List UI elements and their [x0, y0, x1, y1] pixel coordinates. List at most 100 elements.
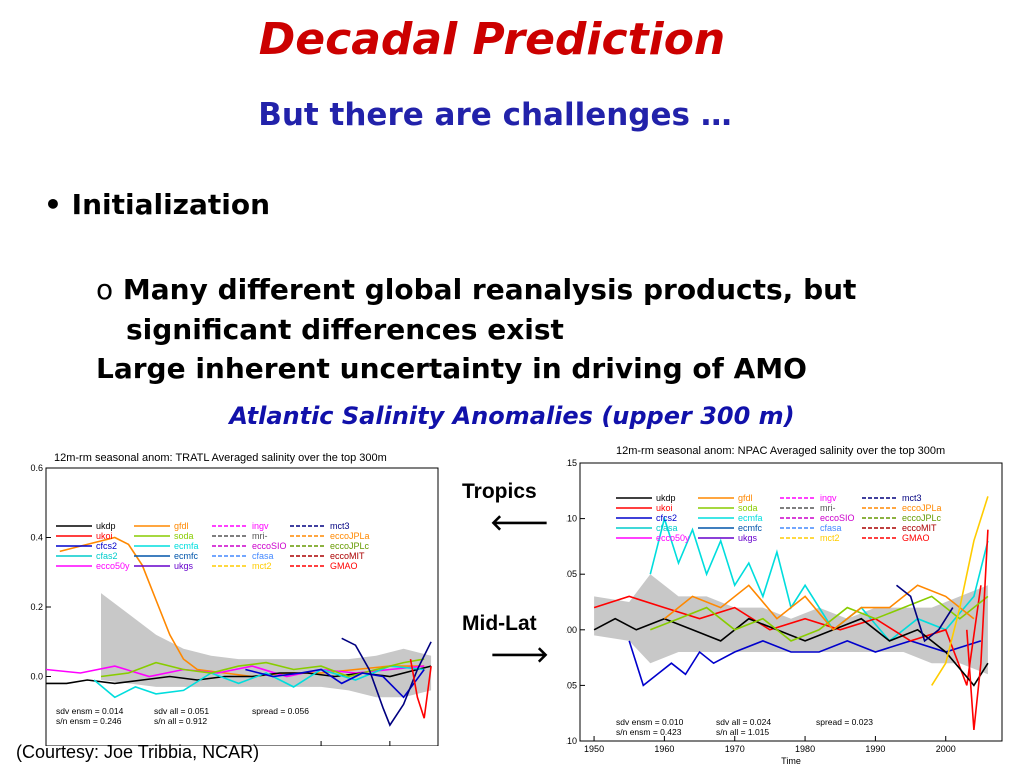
y-tick-label: 0.05: [566, 569, 577, 579]
tratl-salinity-chart: 12m-rm seasonal anom: TRATL Averaged sal…: [30, 452, 439, 746]
figure-caption: Atlantic Salinity Anomalies (upper 300 m…: [229, 402, 795, 430]
legend-label-ecmfa: ecmfa: [738, 513, 763, 523]
legend-label-ecco50y: ecco50y: [96, 561, 130, 571]
left-arrow-icon: 🡐: [490, 511, 549, 536]
stat-text: s/n ensm = 0.423: [616, 727, 682, 737]
y-tick-label: 0.6: [30, 463, 43, 473]
npac-salinity-chart: 12m-rm seasonal anom: NPAC Averaged sali…: [566, 445, 1003, 766]
y-tick-label: -0.05: [566, 680, 577, 690]
sub-text-amo: Large inherent uncertainty in driving of…: [96, 352, 807, 385]
series-line-ukoi: [593, 585, 982, 686]
legend-label-cfcs2: cfcs2: [96, 541, 117, 551]
chart-title: 12m-rm seasonal anom: TRATL Averaged sal…: [54, 452, 387, 464]
legend-label-soda: soda: [174, 531, 194, 541]
stat-text: spread = 0.023: [816, 717, 873, 727]
legend-label-eccosio: eccoSIO: [252, 541, 287, 551]
legend-label-mct3: mct3: [902, 493, 922, 503]
x-tick-label: 1960: [654, 744, 674, 754]
legend-label-ukoi: ukoi: [656, 503, 673, 513]
slide-subtitle: But there are challenges …: [258, 97, 732, 133]
legend-label-ukgs: ukgs: [738, 533, 758, 543]
legend-label-cfcs2: cfcs2: [656, 513, 677, 523]
legend-label-cfasa: cfasa: [820, 523, 842, 533]
legend-label-ecco50y: ecco50y: [656, 533, 690, 543]
ensemble-spread-band: [101, 593, 432, 698]
x-tick-label: 1950: [584, 744, 604, 754]
legend-label-ecmfc: ecmfc: [174, 551, 199, 561]
legend-label-eccosio: eccoSIO: [820, 513, 855, 523]
bullet-mark: •: [44, 188, 62, 221]
x-axis-label: Time: [781, 756, 801, 766]
legend-label-mct3: mct3: [330, 521, 350, 531]
stat-text: s/n all = 0.912: [154, 716, 207, 726]
legend-label-eccojplc: eccoJPLc: [902, 513, 942, 523]
stat-text: spread = 0.056: [252, 706, 309, 716]
legend-label-eccomit: eccoMIT: [330, 551, 365, 561]
ensemble-spread-band: [594, 574, 988, 675]
bullet-text: Initialization: [71, 188, 271, 221]
legend-label-cfasa: cfasa: [252, 551, 274, 561]
stat-text: s/n ensm = 0.246: [56, 716, 122, 726]
legend-label-eccomit: eccoMIT: [902, 523, 937, 533]
midlat-label: Mid-Lat: [462, 612, 537, 635]
legend-label-cfas2: cfas2: [96, 551, 118, 561]
series-line-gfdl: [663, 584, 975, 631]
chart-title: 12m-rm seasonal anom: NPAC Averaged sali…: [616, 445, 945, 457]
legend-label-eccojpla: eccoJPLa: [902, 503, 942, 513]
y-tick-label: 0.00: [566, 625, 577, 635]
bullet-initialization: • Initialization: [44, 188, 270, 221]
legend-label-gfdl: gfdl: [738, 493, 753, 503]
legend-label-cfasa: cfasa: [656, 523, 678, 533]
y-tick-label: 0.10: [566, 514, 577, 524]
legend-label-ecmfc: ecmfc: [738, 523, 763, 533]
legend-label-ingv: ingv: [820, 493, 837, 503]
series-line-mct3: [896, 584, 954, 643]
series-line-soda: [650, 595, 989, 642]
legend-label-mri-: mri-: [820, 503, 836, 513]
x-tick-label: 2000: [936, 744, 956, 754]
y-tick-label: 0.4: [30, 533, 43, 543]
series-line-soda: [100, 658, 425, 678]
legend-label-ukdp: ukdp: [656, 493, 676, 503]
y-tick-label: 0.0: [30, 672, 43, 682]
x-tick-label: 1980: [795, 744, 815, 754]
legend-label-ukgs: ukgs: [174, 561, 194, 571]
stat-text: s/n all = 1.015: [716, 727, 769, 737]
series-line-mct2: [931, 496, 989, 686]
sub-bullet-mark: o: [96, 273, 114, 306]
sub-bullet-text-line1: Many different global reanalysis product…: [122, 273, 857, 306]
legend-label-gmao: GMAO: [902, 533, 930, 543]
legend-label-ecmfa: ecmfa: [174, 541, 199, 551]
legend-label-gfdl: gfdl: [174, 521, 189, 531]
legend-label-ukoi: ukoi: [96, 531, 113, 541]
stat-text: sdv ensm = 0.010: [616, 717, 684, 727]
series-line-cfcs2: [245, 668, 425, 699]
stat-text: sdv all = 0.024: [716, 717, 771, 727]
legend-label-eccojplc: eccoJPLc: [330, 541, 370, 551]
legend-label-ingv: ingv: [252, 521, 269, 531]
legend-label-soda: soda: [738, 503, 758, 513]
series-line-mct3: [341, 637, 432, 727]
series-line-ukdp: [593, 617, 989, 687]
right-arrow-icon: 🡒: [490, 643, 549, 668]
slide-title: Decadal Prediction: [258, 14, 726, 65]
sub-bullet-text-line2: significant differences exist: [126, 313, 564, 346]
sub-bullet-reanalysis: o Many different global reanalysis produ…: [96, 270, 936, 350]
legend-label-mct2: mct2: [252, 561, 272, 571]
series-line-cfcs2: [628, 640, 982, 687]
x-tick-label: 1970: [725, 744, 745, 754]
tropics-label: Tropics: [462, 480, 537, 503]
plot-frame: [579, 462, 1003, 742]
series-line-ecmfa: [93, 665, 425, 699]
stat-text: sdv all = 0.051: [154, 706, 209, 716]
legend-label-gmao: GMAO: [330, 561, 358, 571]
series-line-gmao: [409, 658, 432, 719]
series-line-gmao: [966, 529, 989, 730]
y-tick-label: 0.15: [566, 458, 577, 468]
legend-label-eccojpla: eccoJPLa: [330, 531, 370, 541]
courtesy-note: (Courtesy: Joe Tribbia, NCAR): [16, 742, 260, 762]
stat-text: sdv ensm = 0.014: [56, 706, 124, 716]
x-tick-label: 1990: [865, 744, 885, 754]
legend-label-mct2: mct2: [820, 533, 840, 543]
legend-label-mri-: mri-: [252, 531, 268, 541]
